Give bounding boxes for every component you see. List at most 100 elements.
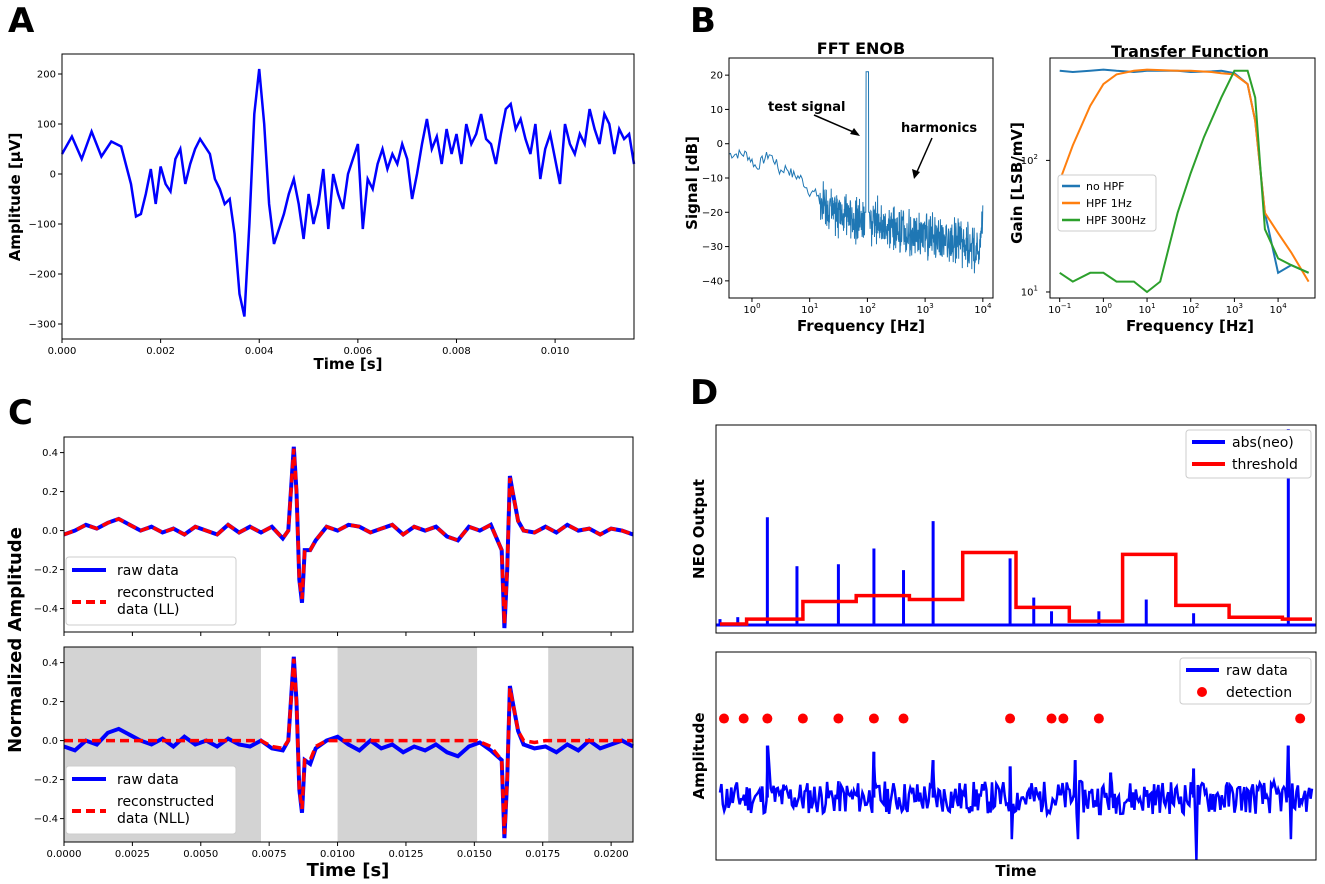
legend-label-hpf-300hz: HPF 300Hz — [1086, 214, 1146, 227]
panel-a-xtick-label: 0.000 — [48, 346, 77, 357]
legend-label-abs-neo: abs(neo) — [1232, 435, 1294, 451]
panel-b2-xtick-label: 102 — [1182, 302, 1199, 316]
panel-a-xtick-label: 0.004 — [245, 346, 274, 357]
panel-a: 0.000 0.002 0.004 0.006 0.008 0.010 −300 −200 −1… — [6, 53, 636, 373]
panel-a-ytick-label: 0 — [50, 170, 56, 181]
panel-b1-frame — [728, 57, 994, 299]
series-line-raw-data — [718, 745, 1314, 861]
series-line-reconstructed — [63, 448, 634, 625]
panel-b1-xtick-label: 103 — [917, 302, 934, 316]
panel-label-c: C — [8, 393, 33, 433]
panel-c2-xtick-label: 0.0075 — [252, 849, 287, 860]
panel-b1-title: FFT ENOB — [817, 39, 905, 58]
panel-b2-xtick-exp: 4 — [1282, 302, 1287, 310]
panel-c2-legend: raw data reconstructed data (NLL) — [65, 765, 237, 835]
series-line-hpf-300hz — [1059, 69, 1310, 294]
legend-label-hpf-1hz: HPF 1Hz — [1086, 197, 1132, 210]
legend-label-recon-line1: reconstructed — [117, 794, 214, 810]
panel-d2-ylabel: Amplitude — [690, 712, 708, 799]
panel-a-frame — [61, 53, 635, 340]
legend-label-recon: reconstructed data (LL) — [117, 585, 219, 618]
panel-b2-xlabel: Frequency [Hz] — [1126, 317, 1254, 335]
panel-b1-xtick-exp: 1 — [814, 302, 818, 310]
annotation-harmonics: harmonics — [901, 121, 977, 136]
panel-c2-plot: −0.4 −0.2 0.0 0.2 0.4 0.0000 0.0025 0.0050 0.007… — [34, 656, 634, 860]
panel-b1-xtick-label: 104 — [974, 302, 992, 316]
legend-label-raw: raw data — [117, 563, 179, 579]
panel-b2-xtick-label: 104 — [1269, 302, 1287, 316]
panel-c2-xtick-label: 0.0125 — [388, 849, 423, 860]
panel-b2-xtick-label: 101 — [1138, 302, 1155, 316]
panel-a-plot: 0.000 0.002 0.004 0.006 0.008 0.010 −300 −200 −1… — [29, 68, 636, 357]
detection-marker — [797, 713, 808, 724]
panel-label-a: A — [8, 1, 35, 41]
panel-b1-ytick-label: −30 — [702, 242, 723, 253]
legend-label-threshold: threshold — [1232, 457, 1298, 473]
panel-b1-ytick-label: 0 — [717, 139, 723, 150]
panel-c1-ytick-label: 0.2 — [42, 487, 58, 498]
panel-c-ylabel: Normalized Amplitude — [5, 527, 26, 753]
panel-a-xtick-label: 0.002 — [146, 346, 175, 357]
detection-marker — [1295, 713, 1306, 724]
panel-a-ytick-label: −100 — [29, 220, 56, 231]
panel-b2-ylabel: Gain [LSB/mV] — [1008, 122, 1026, 244]
series-line-signal — [60, 68, 636, 317]
legend-label-recon-line2: data (NLL) — [117, 811, 190, 827]
panel-b2-xtick-label: 10−1 — [1048, 302, 1071, 316]
panel-label-d: D — [690, 373, 718, 413]
legend-label-recon-line2: data (LL) — [117, 602, 180, 618]
panel-b2-ytick-exp: 2 — [1034, 153, 1038, 161]
panel-a-ytick-label: −300 — [29, 320, 56, 331]
panel-b1-ytick-label: −10 — [702, 174, 723, 185]
detection-marker — [1005, 713, 1016, 724]
panel-b2-frame — [1049, 57, 1316, 299]
panel-b1-xlabel: Frequency [Hz] — [797, 317, 925, 335]
panel-b2-xtick-exp: −1 — [1061, 302, 1071, 310]
panel-b2-ytick-exp: 1 — [1034, 284, 1038, 292]
panel-b2-xtick-exp: 3 — [1239, 302, 1243, 310]
panel-b1-xtick-label: 100 — [743, 302, 760, 316]
panel-a-xtick-label: 0.008 — [442, 346, 471, 357]
panel-b2-xtick-exp: 2 — [1195, 302, 1199, 310]
legend-marker-detection — [1197, 687, 1207, 697]
arrowhead-harmonics — [912, 169, 920, 179]
panel-b2-xtick-label: 103 — [1226, 302, 1243, 316]
panel-c1-plot: −0.4 −0.2 0.0 0.2 0.4 — [34, 446, 634, 636]
panel-c1-ytick-label: −0.2 — [34, 565, 58, 576]
legend-label-raw: raw data — [1226, 663, 1288, 679]
panel-c2-xtick-label: 0.0200 — [594, 849, 629, 860]
series-line-hpf-1hz — [1058, 68, 1310, 283]
panel-d2-frame — [715, 651, 1317, 861]
panel-c-xlabel: Time [s] — [307, 860, 390, 881]
panel-b2-ytick-label: 101 — [1021, 284, 1038, 298]
panel-b2-xtick-exp: 1 — [1151, 302, 1155, 310]
shaded-region — [548, 647, 633, 842]
panel-d1-legend: abs(neo) threshold — [1185, 429, 1312, 479]
panel-c2-xtick-label: 0.0100 — [320, 849, 355, 860]
panel-c2-ytick-label: 0.4 — [42, 658, 58, 669]
panel-b2-xtick-label: 100 — [1095, 302, 1112, 316]
panel-label-b: B — [690, 1, 716, 41]
panel-b1-ytick-label: −20 — [702, 208, 723, 219]
legend-label-recon: reconstructed data (NLL) — [117, 794, 219, 827]
legend-label-raw: raw data — [117, 772, 179, 788]
panel-a-ylabel: Amplitude [µV] — [6, 133, 24, 262]
detection-marker — [868, 713, 879, 724]
detection-marker — [719, 713, 729, 724]
panel-b1-ytick-label: −40 — [702, 276, 723, 287]
panel-b1-ytick-label: 20 — [710, 71, 723, 82]
panel-b1-ytick-label: 10 — [710, 105, 723, 116]
panel-b1-xtick-exp: 3 — [929, 302, 933, 310]
panel-c2-frame — [63, 646, 634, 843]
panel-c1-ytick-label: 0.4 — [42, 448, 58, 459]
legend-box — [1057, 174, 1157, 232]
panel-c2-ytick-label: −0.2 — [34, 775, 58, 786]
series-line-spectrum — [728, 71, 984, 274]
panel-b1-xtick-exp: 0 — [756, 302, 760, 310]
panel-c1-legend: raw data reconstructed data (LL) — [65, 556, 237, 626]
panel-a-xlabel: Time [s] — [313, 355, 382, 373]
panel-c2-ytick-label: 0.0 — [42, 736, 58, 747]
panel-d2-plot — [718, 713, 1314, 861]
